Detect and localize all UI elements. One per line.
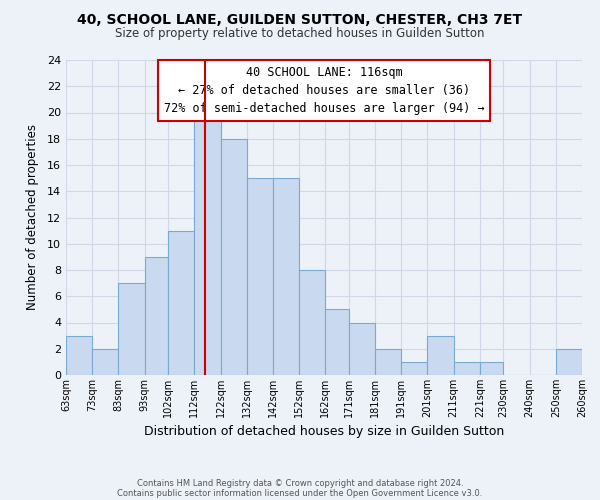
Text: 40, SCHOOL LANE, GUILDEN SUTTON, CHESTER, CH3 7ET: 40, SCHOOL LANE, GUILDEN SUTTON, CHESTER… [77,12,523,26]
Bar [349,322,375,375]
Text: Contains public sector information licensed under the Open Government Licence v3: Contains public sector information licen… [118,488,482,498]
Bar [375,349,401,375]
Text: Contains HM Land Registry data © Crown copyright and database right 2024.: Contains HM Land Registry data © Crown c… [137,478,463,488]
Bar [92,349,118,375]
Bar [168,230,194,375]
X-axis label: Distribution of detached houses by size in Guilden Sutton: Distribution of detached houses by size … [144,426,504,438]
Bar [556,349,582,375]
Bar [427,336,454,375]
Y-axis label: Number of detached properties: Number of detached properties [26,124,38,310]
Bar [194,112,221,375]
Bar [273,178,299,375]
Bar [480,362,503,375]
Bar [299,270,325,375]
Text: Size of property relative to detached houses in Guilden Sutton: Size of property relative to detached ho… [115,28,485,40]
Bar [118,283,145,375]
Bar [325,310,349,375]
Text: 40 SCHOOL LANE: 116sqm
← 27% of detached houses are smaller (36)
72% of semi-det: 40 SCHOOL LANE: 116sqm ← 27% of detached… [164,66,484,116]
Bar [221,138,247,375]
Bar [454,362,480,375]
Bar [66,336,92,375]
Bar [401,362,427,375]
Bar [145,257,168,375]
Bar [247,178,273,375]
